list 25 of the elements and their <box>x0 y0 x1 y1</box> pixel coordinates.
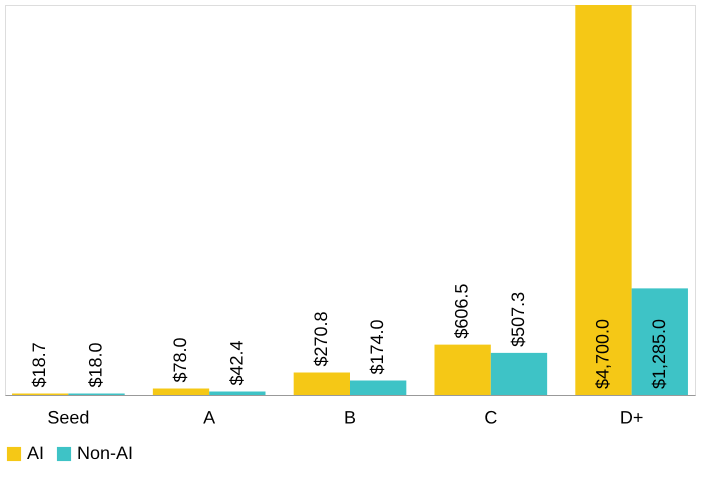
bar <box>152 388 210 395</box>
x-tick-label: A <box>203 408 216 428</box>
bar <box>575 5 632 395</box>
data-label: $4,700.0 <box>592 318 612 389</box>
bar <box>294 372 350 395</box>
data-label: $507.3 <box>508 292 528 347</box>
data-label: $606.5 <box>452 284 472 339</box>
data-label: $270.8 <box>310 311 331 367</box>
data-label: $1,285.0 <box>648 318 669 389</box>
data-label: $18.0 <box>86 342 106 388</box>
bar <box>632 288 688 395</box>
data-label: $78.0 <box>170 337 190 383</box>
bar <box>490 352 548 395</box>
bar <box>434 344 491 395</box>
bar <box>209 391 266 395</box>
x-tick-label: B <box>344 408 356 428</box>
legend-label: Non-AI <box>77 443 134 463</box>
x-tick-label: D+ <box>620 408 644 428</box>
bar <box>350 380 406 395</box>
x-tick-label: Seed <box>47 408 90 428</box>
x-tick-label: C <box>484 408 498 428</box>
data-label: $18.7 <box>29 342 50 388</box>
data-label: $42.4 <box>226 340 246 386</box>
data-label: $174.0 <box>367 320 388 375</box>
legend-label: AI <box>27 443 44 463</box>
